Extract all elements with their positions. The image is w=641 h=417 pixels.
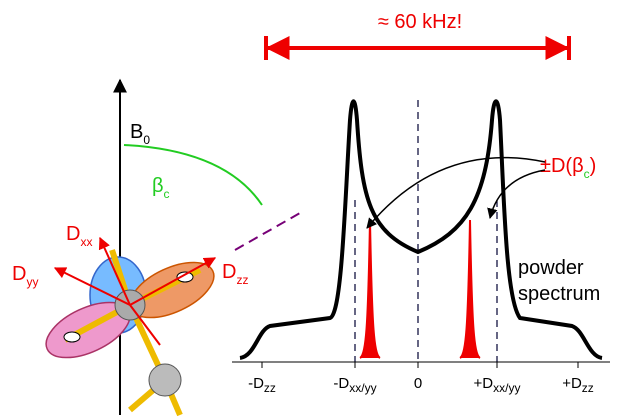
- axis-label: 0: [414, 375, 422, 392]
- pointer-arrow: [487, 169, 546, 220]
- molecule: [45, 236, 217, 417]
- dzz-label: Dzz: [222, 261, 248, 287]
- axis-label-sub: xx/yy: [493, 381, 520, 395]
- width-arrow: [264, 36, 571, 60]
- axis-label: +Dxx/yy: [474, 375, 521, 395]
- axis-label-sub: zz: [264, 381, 276, 395]
- axis-label-main: -D: [333, 375, 349, 392]
- dbeta-label: ±D(βc): [540, 155, 596, 181]
- dipole-direction: [234, 212, 301, 251]
- dzz-main: D: [222, 261, 236, 283]
- powder-spectrum: [239, 99, 603, 360]
- axis-label: +Dzz: [562, 375, 594, 395]
- red-peak: [359, 219, 381, 359]
- b0-sub: 0: [143, 133, 150, 147]
- dxx-main: D: [66, 223, 80, 245]
- b0-label: B0: [130, 121, 150, 147]
- dbeta-main: β: [572, 155, 584, 177]
- axis-label-sub: xx/yy: [349, 381, 376, 395]
- axis-label-main: +D: [474, 375, 494, 392]
- guide-lines: [354, 100, 498, 362]
- red-peak: [459, 219, 481, 359]
- beta-label: βc: [152, 175, 170, 201]
- pointer-arrow: [366, 156, 546, 229]
- powder-label: powder: [518, 257, 584, 279]
- axis-label-main: -D: [248, 375, 264, 392]
- axis-labels: -Dzz -Dxx/yy 0 +Dxx/yy +Dzz: [248, 375, 594, 395]
- dyy-main: D: [12, 263, 26, 285]
- axis-ticks: [261, 362, 579, 368]
- dbeta-suffix: ): [590, 155, 597, 177]
- beta-main: β: [152, 175, 164, 197]
- dzz-sub: zz: [236, 273, 248, 287]
- axis-label: -Dxx/yy: [333, 375, 376, 395]
- dyy-sub: yy: [26, 275, 38, 289]
- dyy-label: Dyy: [12, 263, 38, 289]
- width-label: ≈ 60 kHz!: [378, 11, 462, 33]
- b0-main: B: [130, 121, 143, 143]
- dbeta-prefix: ±D(: [540, 155, 572, 177]
- axis-label-sub: zz: [582, 381, 594, 395]
- angle-arc: [123, 144, 263, 206]
- axis-label: -Dzz: [248, 375, 276, 395]
- axis-label-main: +D: [562, 375, 582, 392]
- axis-label-main: 0: [414, 375, 422, 392]
- dbeta-sub: c: [584, 167, 590, 181]
- powder-label: spectrum: [518, 283, 600, 305]
- dxx-label: Dxx: [66, 223, 92, 249]
- beta-sub: c: [164, 187, 170, 201]
- dxx-sub: xx: [80, 235, 92, 249]
